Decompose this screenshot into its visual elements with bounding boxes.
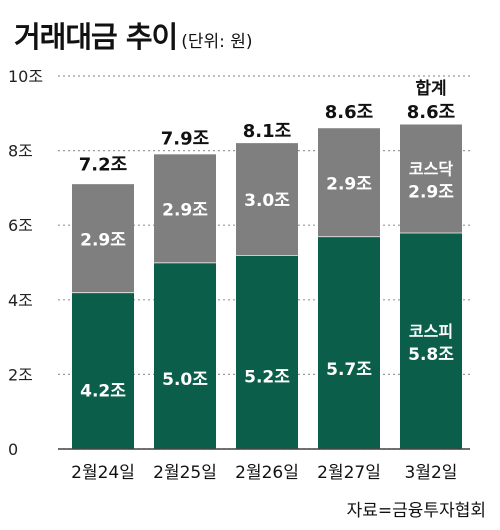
x-tick-label: 2월25일: [153, 463, 217, 483]
bar-segment: [400, 232, 462, 449]
data-label: 3.0조: [244, 191, 290, 211]
data-label: 5.8조: [408, 345, 454, 365]
bar-segment: [318, 128, 380, 237]
total-label: 7.2조: [79, 154, 127, 175]
data-label: 2.9조: [408, 183, 454, 203]
total-label: 8.6조: [407, 102, 455, 123]
title-block: 거래대금 추이 (단위: 원): [14, 14, 253, 56]
series-name-label: 코스닥: [409, 160, 453, 179]
bar-segment: [400, 124, 462, 233]
bar-segment: [236, 255, 298, 449]
bar-segment: [236, 143, 298, 256]
bar-segment: [318, 236, 380, 449]
total-label: 7.9조: [161, 128, 209, 149]
data-label: 4.2조: [80, 381, 126, 401]
bar-segment: [72, 184, 134, 293]
data-label: 2.9조: [326, 174, 372, 194]
chart-title: 거래대금 추이: [14, 20, 178, 54]
y-tick-label: 2조: [8, 365, 33, 384]
y-tick-label: 6조: [8, 216, 33, 235]
data-label: 5.7조: [326, 360, 372, 380]
bar-segment: [154, 154, 216, 263]
y-tick-label: 8조: [8, 142, 33, 161]
y-tick-label: 0: [8, 440, 18, 459]
y-tick-label: 4조: [8, 291, 33, 310]
source-note: 자료=금융투자협회: [346, 501, 486, 521]
x-tick-label: 2월26일: [235, 463, 299, 483]
series-name-label: 코스피: [409, 322, 453, 341]
data-label: 5.2조: [244, 367, 290, 387]
total-label: 8.1조: [243, 121, 291, 142]
total-legend-label: 합계: [415, 78, 446, 99]
data-label: 5.0조: [162, 370, 208, 390]
x-tick-label: 2월24일: [71, 463, 135, 483]
total-label: 8.6조: [325, 102, 373, 123]
data-label: 2.9조: [162, 200, 208, 220]
bar-segment: [154, 262, 216, 449]
bar-segment: [72, 292, 134, 449]
y-tick-label: 10조: [8, 67, 43, 86]
x-tick-label: 2월27일: [317, 463, 381, 483]
chart-unit: (단위: 원): [181, 32, 253, 52]
data-label: 2.9조: [80, 230, 126, 250]
x-tick-label: 3월2일: [405, 463, 458, 483]
